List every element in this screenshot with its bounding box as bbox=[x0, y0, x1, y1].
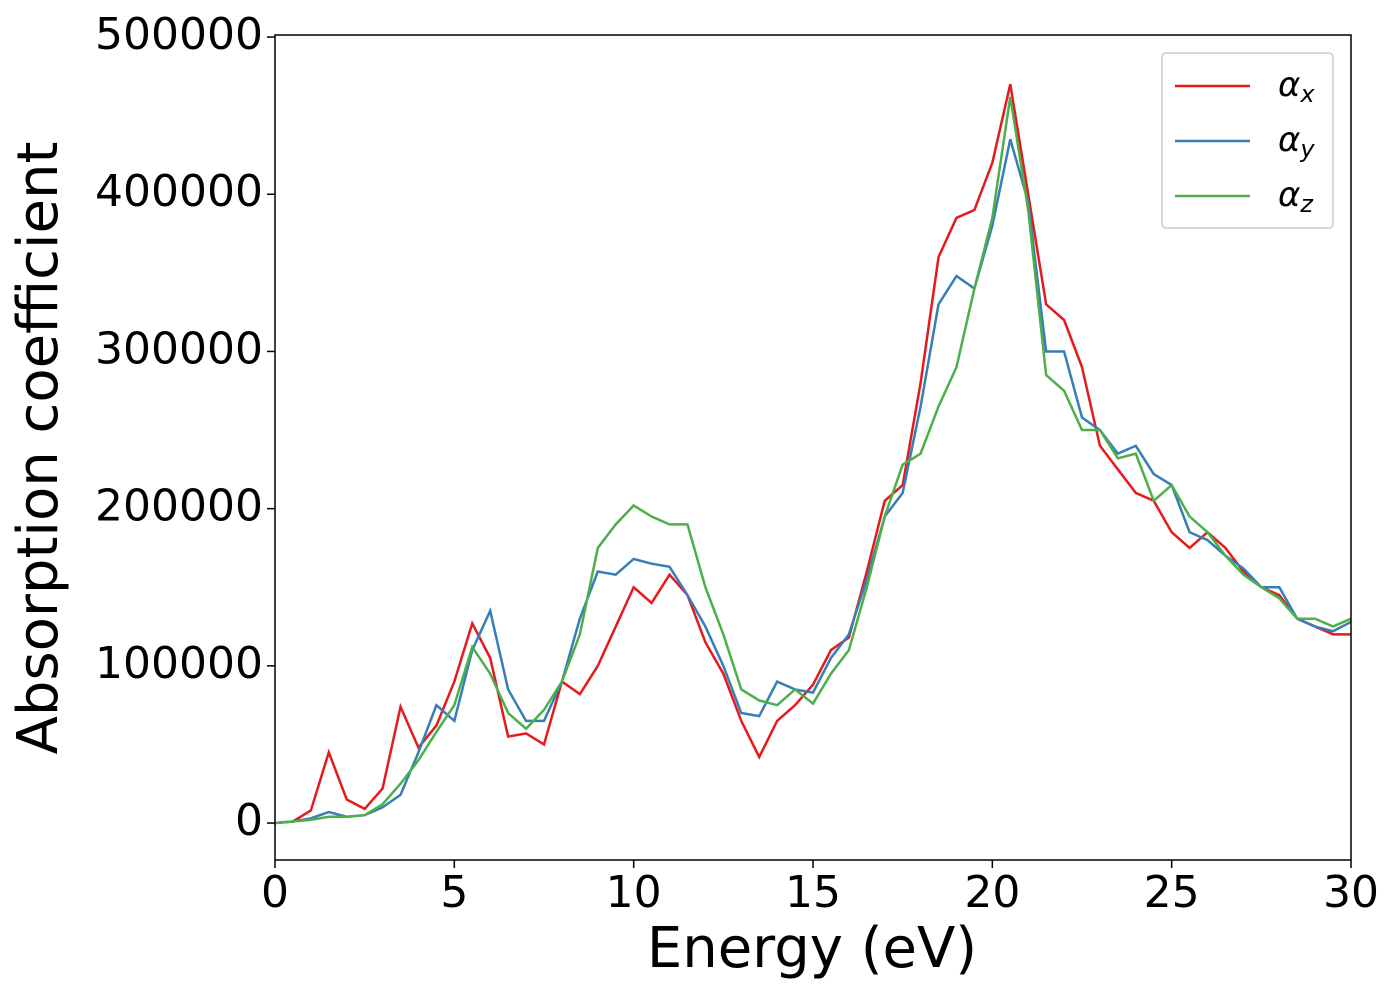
y-tick-label: 100000 bbox=[95, 638, 263, 689]
legend-label: αx bbox=[1278, 65, 1315, 109]
y-tick-label: 0 bbox=[235, 795, 263, 846]
y-tick-label: 300000 bbox=[95, 323, 263, 374]
x-tick-label: 5 bbox=[440, 867, 468, 918]
x-tick-label: 25 bbox=[1144, 867, 1200, 918]
legend: αx αy αz bbox=[1161, 52, 1334, 229]
y-axis-label: Absorption coefficient bbox=[6, 142, 71, 755]
legend-label: αy bbox=[1278, 120, 1315, 164]
legend-label: αz bbox=[1278, 175, 1314, 219]
x-tick-label: 0 bbox=[261, 867, 289, 918]
data-line bbox=[275, 138, 1351, 825]
x-tick-label: 15 bbox=[785, 867, 841, 918]
x-axis-label: Energy (eV) bbox=[647, 916, 977, 981]
y-tick-label: 200000 bbox=[95, 481, 263, 532]
x-tick-label: 30 bbox=[1323, 867, 1379, 918]
x-tick-label: 20 bbox=[964, 867, 1020, 918]
y-tick-label: 400000 bbox=[95, 166, 263, 217]
data-line bbox=[275, 83, 1351, 825]
data-line bbox=[275, 96, 1351, 825]
y-tick-label: 500000 bbox=[95, 9, 263, 60]
plot-frame bbox=[274, 34, 1352, 861]
x-tick-label: 10 bbox=[606, 867, 662, 918]
